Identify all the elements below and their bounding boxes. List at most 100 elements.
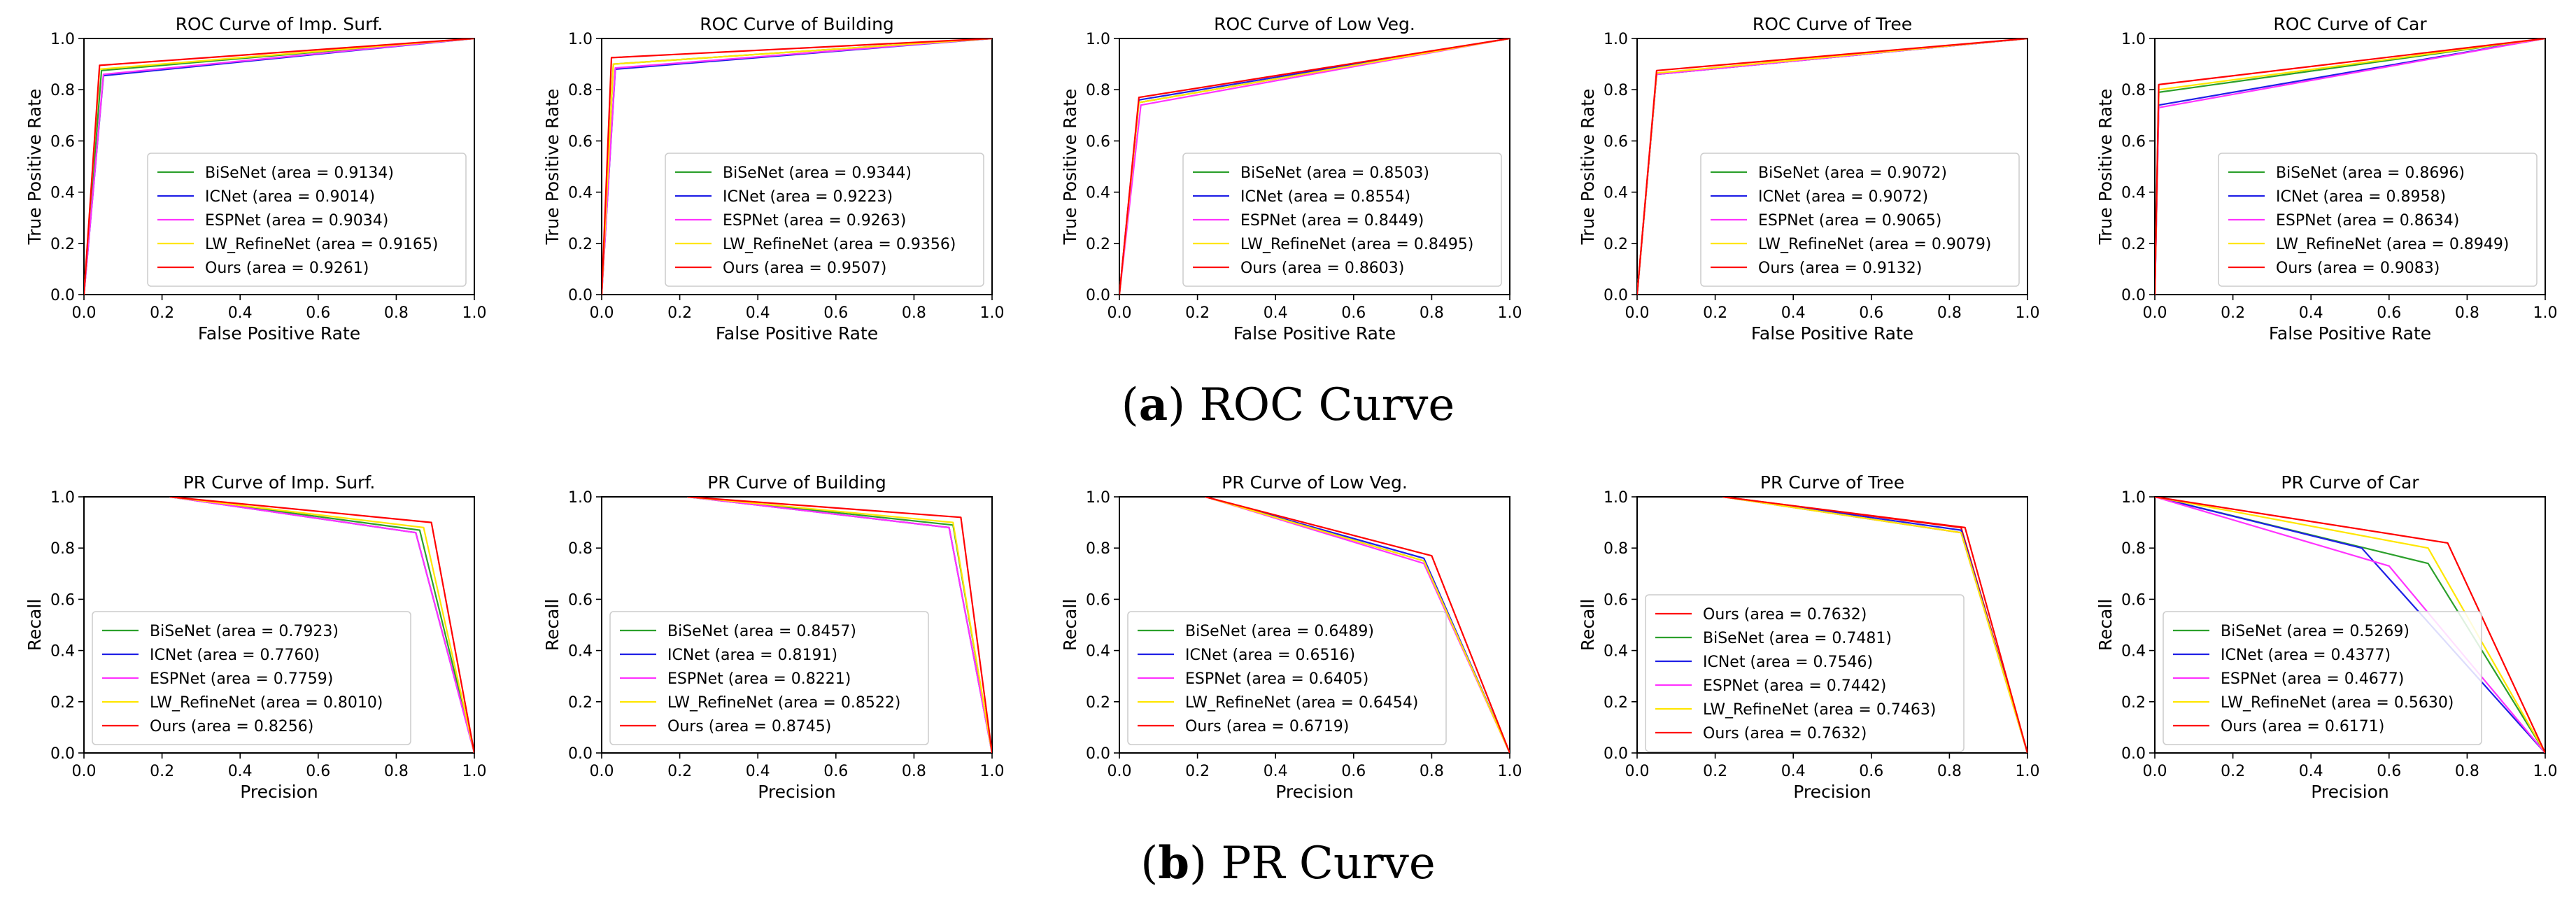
series-group [84,38,474,295]
x-tick-label: 0.2 [150,304,174,322]
series-line-ours [2155,38,2545,295]
y-tick-label: 0.6 [50,133,75,150]
legend-entry: ESPNet (area = 0.9263) [723,212,906,230]
series-group [1205,497,1510,753]
legend-entry: ICNet (area = 0.8554) [1240,188,1410,206]
y-axis-label: Recall [1578,599,1598,651]
x-tick-label: 0.6 [306,304,330,322]
chart-title: PR Curve of Car [2281,472,2419,493]
legend-entry: LW_RefineNet (area = 0.8010) [150,694,383,712]
y-tick-label: 1.0 [1604,489,1628,507]
y-tick-label: 0.6 [50,591,75,609]
legend: BiSeNet (area = 0.9134) ICNet (area = 0.9… [147,153,467,287]
legend-entry: ICNet (area = 0.7760) [150,647,320,664]
legend: BiSeNet (area = 0.7923) ICNet (area = 0.7… [92,611,411,745]
y-axis-label: Recall [24,599,45,651]
series-group [1722,497,2027,753]
series-line-ours [2155,497,2545,753]
series-line-ours [169,497,474,753]
y-axis-label: True Positive Rate [2095,89,2116,246]
y-tick-label: 1.0 [1086,489,1110,507]
plot-frame [2154,496,2546,754]
legend: BiSeNet (area = 0.6489) ICNet (area = 0.6… [1127,611,1447,745]
x-axis-label: Precision [758,782,836,802]
chart-title: ROC Curve of Car [2273,14,2427,34]
x-tick-label: 0.6 [306,763,330,780]
chart-pr-3: PR Curve of Tree 0.0 0.2 0.4 0.6 0.8 1.0 0.0 0.2… [1578,472,2040,802]
x-tick-label: 1.0 [980,304,1005,322]
y-axis-label: True Positive Rate [542,89,562,246]
caption-pr: (b) PR Curve [1140,837,1435,889]
chart-roc-4: ROC Curve of Car 0.0 0.2 0.4 0.6 0.8 1.0 0.0 0.2… [2095,14,2558,344]
series-line-espnet [84,38,474,295]
legend-entry: BiSeNet (area = 0.7481) [1703,630,1892,647]
y-tick-label: 0.6 [1086,591,1110,609]
y-tick-label: 0.4 [1086,643,1110,661]
y-tick-label: 0.2 [1086,694,1110,712]
y-tick-label: 0.0 [50,287,75,304]
chart-title: ROC Curve of Tree [1753,14,1912,34]
y-tick-label: 0.2 [568,694,593,712]
plot-frame [1636,496,2028,754]
y-tick-label: 0.6 [2121,133,2146,150]
series-line-espnet [687,497,992,753]
x-tick-label: 0.2 [1703,304,1727,322]
legend-box [665,153,984,287]
x-tick-label: 0.4 [2299,304,2323,322]
x-tick-label: 0.6 [823,304,848,322]
y-tick-label: 0.4 [568,643,593,661]
legend-entry: BiSeNet (area = 0.7923) [150,623,339,640]
x-tick-label: 0.8 [902,763,926,780]
legend-entry: ESPNet (area = 0.7759) [150,670,333,688]
legend-entry: ESPNet (area = 0.7442) [1703,677,1886,695]
legend-box [1127,611,1447,745]
y-axis-label: True Positive Rate [1060,89,1080,246]
x-tick-label: 0.4 [228,763,253,780]
legend-box [1645,594,1965,752]
plot-frame [1636,38,2028,295]
legend-entry: LW_RefineNet (area = 0.6454) [1185,694,1418,712]
y-tick-label: 0.2 [2121,694,2146,712]
x-tick-label: 0.4 [1781,304,1806,322]
x-tick-label: 0.4 [2299,763,2323,780]
x-tick-label: 0.6 [1859,763,1883,780]
legend-entry: BiSeNet (area = 0.5269) [2221,623,2409,640]
x-tick-label: 1.0 [2533,304,2558,322]
x-tick-label: 0.0 [2143,763,2167,780]
x-tick-label: 0.4 [228,304,253,322]
x-tick-label: 1.0 [1498,763,1522,780]
y-axis-label: Recall [542,599,562,651]
chart-title: ROC Curve of Imp. Surf. [176,14,383,34]
legend: BiSeNet (area = 0.8457) ICNet (area = 0.8… [609,611,929,745]
y-tick-label: 1.0 [50,489,75,507]
y-tick-label: 0.0 [568,287,593,304]
x-axis-label: False Positive Rate [716,323,878,344]
series-line-espnet [2155,497,2545,753]
series-line-ours [1119,38,1510,295]
series-group [1637,38,2027,295]
legend: Ours (area = 0.7632) BiSeNet (area = 0.74… [1645,594,1965,752]
plot-frame [601,38,993,295]
legend-entry: ICNet (area = 0.9072) [1758,188,1928,206]
x-axis-label: Precision [1275,782,1354,802]
series-line-ours [84,38,474,295]
y-tick-label: 0.6 [2121,591,2146,609]
legend-entry: Ours (area = 0.9507) [723,260,886,277]
y-tick-label: 0.6 [1086,133,1110,150]
x-tick-label: 0.8 [2455,763,2479,780]
series-line-lw-refinenet [2155,497,2545,753]
y-axis-label: True Positive Rate [24,89,45,246]
legend-entry: LW_RefineNet (area = 0.9079) [1758,236,1991,253]
y-tick-label: 0.0 [2121,287,2146,304]
y-tick-label: 0.2 [2121,236,2146,253]
legend-entry: BiSeNet (area = 0.8457) [667,623,856,640]
legend-entry: LW_RefineNet (area = 0.9165) [205,236,438,253]
x-axis-label: Precision [1793,782,1871,802]
y-tick-label: 0.8 [1086,540,1110,558]
x-tick-label: 1.0 [2533,763,2558,780]
y-tick-label: 1.0 [2121,489,2146,507]
x-tick-label: 0.0 [72,304,97,322]
legend-entry: BiSeNet (area = 0.9072) [1758,164,1947,182]
legend-entry: Ours (area = 0.8603) [1240,260,1404,277]
legend-entry: LW_RefineNet (area = 0.7463) [1703,701,1936,719]
